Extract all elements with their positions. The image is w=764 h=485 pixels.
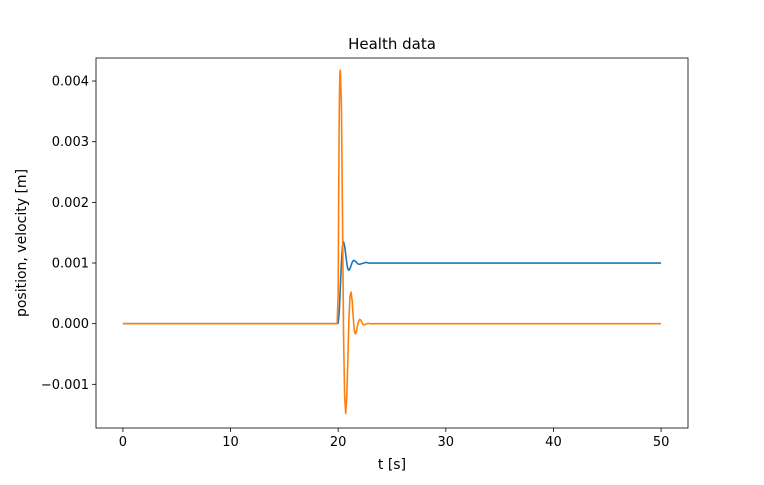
x-axis-label: t [s] <box>378 457 406 473</box>
y-tick-label: 0.004 <box>52 75 89 90</box>
series-layer <box>122 69 662 415</box>
y-tick-label: −0.001 <box>41 378 89 393</box>
x-tick-label: 50 <box>653 435 670 450</box>
x-tick-label: 20 <box>330 435 347 450</box>
y-tick-label: 0.002 <box>52 196 89 211</box>
x-tick-label: 30 <box>438 435 455 450</box>
y-tick-label: 0.001 <box>52 257 89 272</box>
plot-frame <box>95 57 689 429</box>
y-axis: −0.001 0.000 0.001 0.002 0.003 0.004 <box>41 75 96 393</box>
series-line-1 <box>122 240 662 325</box>
y-tick-label: 0.003 <box>52 135 89 150</box>
y-axis-label: position, velocity [m] <box>14 169 30 317</box>
series-line-2 <box>122 69 662 415</box>
x-tick-label: 40 <box>545 435 562 450</box>
y-tick-label: 0.000 <box>52 317 89 332</box>
chart-title: Health data <box>348 35 436 53</box>
x-tick-label: 10 <box>222 435 239 450</box>
x-axis: 0 10 20 30 40 50 <box>119 428 670 450</box>
x-tick-label: 0 <box>119 435 127 450</box>
